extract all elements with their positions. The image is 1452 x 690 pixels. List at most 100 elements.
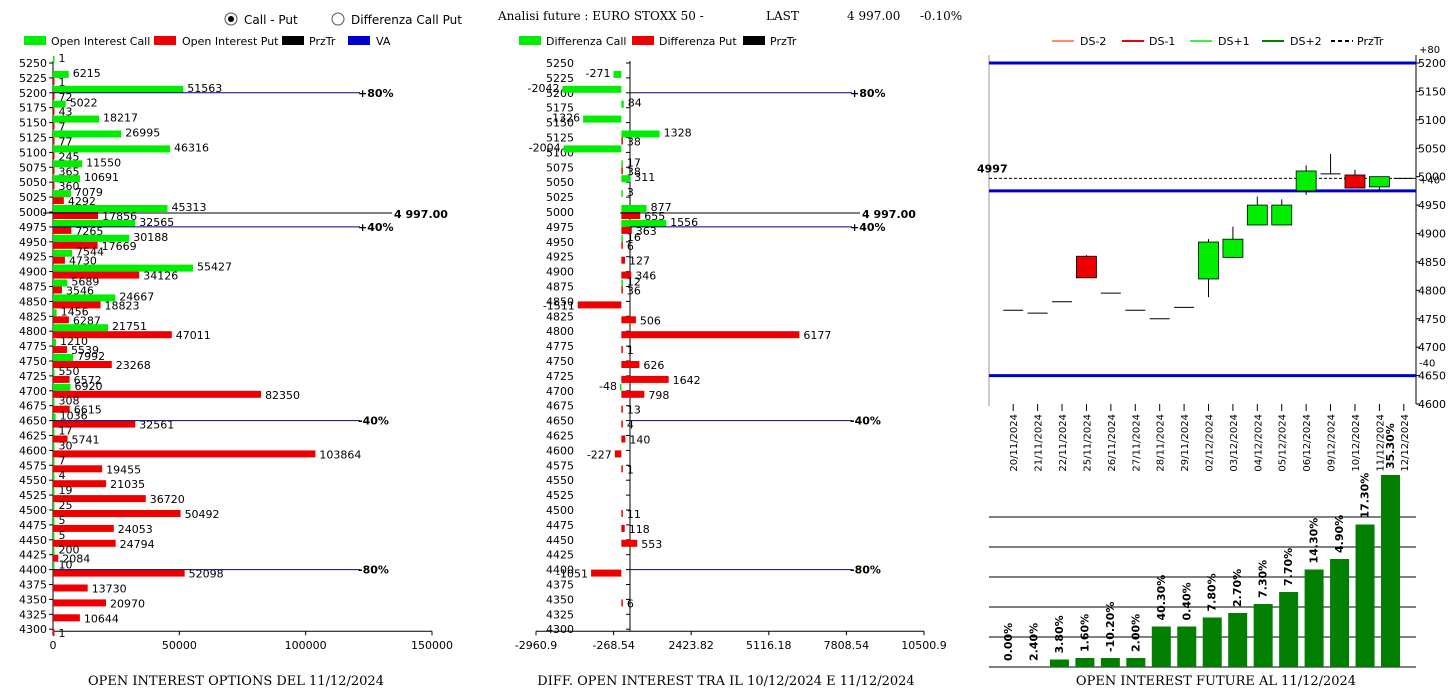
call-bar xyxy=(53,115,100,123)
strike-label: 4950 xyxy=(19,236,47,249)
put-value-label: 47011 xyxy=(176,329,211,342)
strike-label: 5050 xyxy=(19,176,47,189)
future-bar-label: 3.80% xyxy=(1053,615,1066,653)
put-bar xyxy=(621,420,623,428)
legend-swatch-prztr xyxy=(282,36,304,45)
future-bar-label: 14.30% xyxy=(1308,518,1321,564)
candle-level-label-low: -40 xyxy=(1419,359,1435,370)
date-label: 28/11/2024 xyxy=(1156,414,1167,472)
put-value-label: 32561 xyxy=(139,419,174,432)
put-value-label: 21035 xyxy=(110,478,145,491)
put-value-label: 7 xyxy=(59,121,66,134)
future-bar-label: 0.40% xyxy=(1180,582,1193,620)
strike-label: 4875 xyxy=(19,281,47,294)
call-bar xyxy=(53,354,74,361)
strike-label: 4675 xyxy=(546,400,574,413)
strike-label: 4900 xyxy=(19,266,47,279)
future-bar-label: -10.20% xyxy=(1104,602,1117,652)
put-bar xyxy=(621,361,640,368)
last-value: 4 997.00 xyxy=(847,9,900,23)
call-bar xyxy=(53,130,122,138)
call-value-label: 10 xyxy=(59,559,73,572)
put-bar xyxy=(53,524,114,532)
future-bar xyxy=(1075,658,1095,667)
call-value-label: -271 xyxy=(586,67,611,80)
call-value-label: 25 xyxy=(59,499,73,512)
date-label: 04/12/2024 xyxy=(1253,414,1264,472)
call-value-label: 1036 xyxy=(60,410,88,423)
legend-swatch-diff-prztr xyxy=(743,36,765,45)
put-value-label: 24794 xyxy=(120,538,155,551)
future-bar xyxy=(1049,659,1069,667)
strike-label: 4300 xyxy=(19,623,47,636)
call-value-label: 21751 xyxy=(112,320,147,333)
put-bar xyxy=(621,212,641,219)
call-bar xyxy=(613,70,622,78)
call-bar xyxy=(53,383,71,391)
put-bar xyxy=(621,226,632,234)
put-bar xyxy=(621,465,623,473)
call-bar xyxy=(53,145,171,153)
strike-label: 5000 xyxy=(546,206,574,219)
candle-y-tick-label: 5100 xyxy=(1418,114,1446,127)
legend-diff-prztr-label: PrzTr xyxy=(770,35,797,48)
strike-label: 4750 xyxy=(546,355,574,368)
call-value-label: 877 xyxy=(651,201,672,214)
put-value-label: 4730 xyxy=(69,255,97,268)
put-bar xyxy=(53,107,55,115)
put-value-label: -227 xyxy=(587,448,612,461)
put-value-label: 6 xyxy=(627,597,634,610)
put-bar xyxy=(53,226,72,234)
put-value-label: 245 xyxy=(59,150,80,163)
legend-va-label: VA xyxy=(376,35,391,48)
call-bar xyxy=(621,175,631,183)
call-value-label: 6920 xyxy=(74,380,102,393)
call-bar xyxy=(53,428,55,436)
call-bar xyxy=(53,309,57,317)
legend-diff-call-label: Differenza Call xyxy=(546,35,626,48)
legend-diff-oi: Differenza Call Differenza Put PrzTr xyxy=(519,35,797,48)
candle-body xyxy=(1246,204,1268,226)
call-value-label: 24667 xyxy=(119,290,154,303)
put-bar xyxy=(53,629,55,637)
put-value-label: 18823 xyxy=(105,299,140,312)
put-bar xyxy=(53,122,55,130)
strike-label: 4675 xyxy=(19,400,47,413)
call-value-label: 7 xyxy=(59,454,66,467)
put-bar xyxy=(53,539,116,547)
put-value-label: 11 xyxy=(627,508,641,521)
strike-label: 4900 xyxy=(546,266,574,279)
chart-oi-future: 0.00% 2.40% 3.80% 1.60% -10.20% 2.00% 40.30% 0.… xyxy=(989,423,1416,668)
put-bar xyxy=(577,301,622,309)
strike-label: 5125 xyxy=(546,132,574,145)
level-label: +40% xyxy=(850,221,886,234)
radio-differenza[interactable]: Differenza Call Put xyxy=(331,12,462,27)
put-bar xyxy=(53,361,112,368)
call-value-label: 30188 xyxy=(133,231,168,244)
put-bar xyxy=(53,301,101,309)
strike-label: 4500 xyxy=(546,504,574,517)
strike-label: 4600 xyxy=(19,444,47,457)
strike-label: 5075 xyxy=(546,161,574,174)
x-tick-label: 0 xyxy=(50,639,57,652)
level-label: +80% xyxy=(850,87,886,100)
put-value-label: 5539 xyxy=(71,344,99,357)
put-value-label: 3546 xyxy=(66,285,94,298)
call-bar xyxy=(53,458,55,466)
put-value-label: 34126 xyxy=(143,270,178,283)
legend-prztr-label: PrzTr xyxy=(309,35,336,48)
header-title: Analisi future : EURO STOXX 50 - xyxy=(497,9,704,23)
call-value-label: 18217 xyxy=(103,112,138,125)
legend-prztr-candle-label: PrzTr xyxy=(1357,35,1384,48)
call-value-label: 19 xyxy=(59,484,73,497)
legend-ds+2-label: DS+2 xyxy=(1290,35,1322,48)
put-bar xyxy=(53,375,70,383)
call-bar xyxy=(53,219,136,227)
put-bar xyxy=(53,495,146,503)
future-bar xyxy=(1228,613,1248,667)
level-label: +40% xyxy=(358,221,394,234)
put-bar xyxy=(53,92,55,100)
radio-call-put[interactable]: Call - Put xyxy=(224,12,298,27)
future-bar-label: 7.70% xyxy=(1282,548,1295,586)
